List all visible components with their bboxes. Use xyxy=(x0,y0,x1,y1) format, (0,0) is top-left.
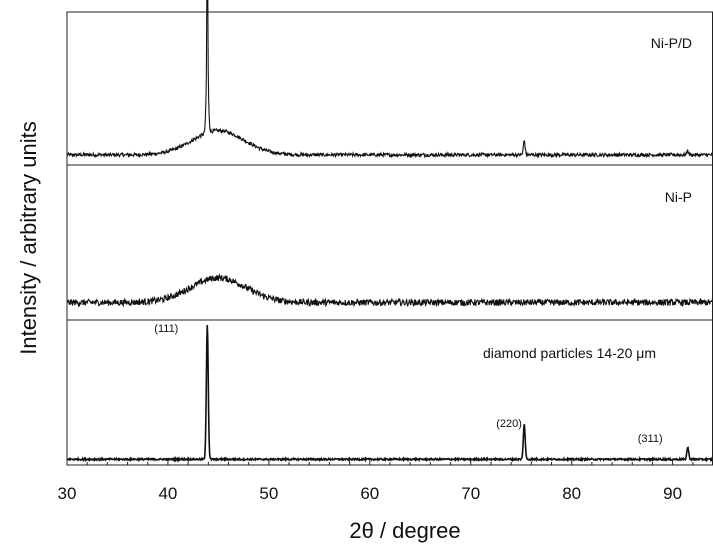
panel-2: Ni-P xyxy=(66,164,713,308)
panel-label-1: Ni-P/D xyxy=(651,35,692,51)
panels-group: Ni-P/D Ni-P diamond particles 14-20 μm (111… xyxy=(66,0,713,463)
panel-label-2: Ni-P xyxy=(665,189,692,205)
x-tick-label: 40 xyxy=(158,484,177,503)
x-tick-label: 30 xyxy=(58,484,77,503)
y-axis-title: Intensity / arbitrary units xyxy=(16,121,41,355)
plot-frame xyxy=(66,11,713,466)
x-tick-label: 90 xyxy=(663,484,682,503)
peak-label: (311) xyxy=(638,433,663,445)
x-tick-label: 60 xyxy=(360,484,379,503)
panel-3: diamond particles 14-20 μm (111) (220) (311… xyxy=(66,319,713,463)
x-axis: 30 40 50 60 70 80 90 xyxy=(58,459,713,503)
panel-label-3: diamond particles 14-20 μm xyxy=(483,345,656,361)
panel-1: Ni-P/D xyxy=(66,0,713,159)
x-tick-label: 50 xyxy=(259,484,278,503)
x-tick-label: 70 xyxy=(461,484,480,503)
series-line-3 xyxy=(66,325,713,463)
series-line-1 xyxy=(66,0,713,159)
series-line-2 xyxy=(66,272,713,308)
peak-label: (220) xyxy=(496,418,522,430)
x-tick-label: 80 xyxy=(562,484,581,503)
x-axis-title: 2θ / degree xyxy=(349,518,460,543)
peak-label: (111) xyxy=(154,323,178,335)
